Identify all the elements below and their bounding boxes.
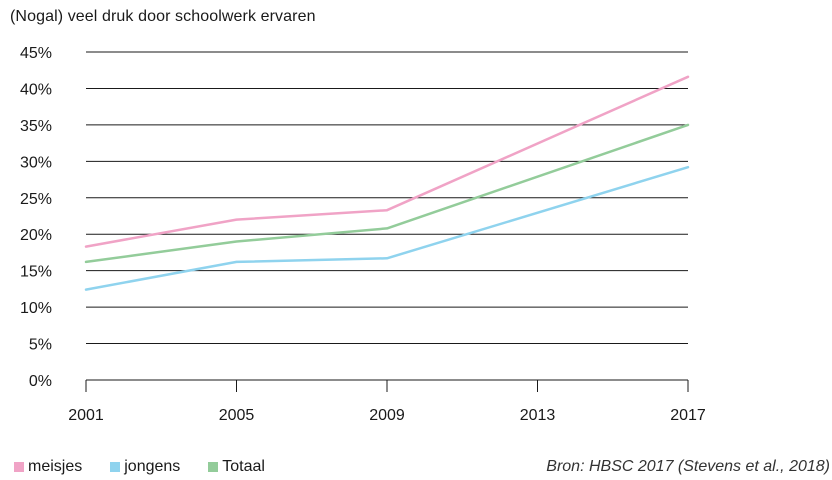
y-tick-label: 15%: [20, 264, 52, 281]
series-lines: [84, 75, 690, 291]
series-line-totaal: [84, 123, 690, 264]
x-tick-label: 2009: [369, 407, 405, 424]
y-axis-tick-labels: 0% 5% 10% 15% 20% 25% 30% 35% 40% 45%: [20, 45, 52, 390]
y-tick-label: 0%: [29, 373, 52, 390]
y-tick-label: 5%: [29, 337, 52, 354]
legend-swatch-meisjes: [14, 462, 24, 472]
gridlines: [86, 51, 688, 345]
legend-label-jongens: jongens: [124, 458, 181, 475]
x-tick-label: 2005: [219, 407, 255, 424]
x-axis: 2001 2005 2009 2013 2017: [68, 379, 706, 424]
y-tick-label: 25%: [20, 191, 52, 208]
source-note: Bron: HBSC 2017 (Stevens et al., 2018): [546, 458, 830, 475]
y-tick-label: 20%: [20, 227, 52, 244]
x-tick-label: 2001: [68, 407, 104, 424]
y-tick-label: 30%: [20, 154, 52, 171]
legend-swatch-jongens: [110, 462, 121, 472]
x-tick-label: 2017: [670, 407, 706, 424]
series-line-jongens: [84, 165, 690, 291]
x-tick-label: 2013: [520, 407, 556, 424]
legend-item-meisjes: meisjes: [14, 458, 82, 476]
legend-label-totaal: Totaal: [222, 458, 265, 475]
y-tick-label: 10%: [20, 300, 52, 317]
line-chart: 0%5%10%15%20%25%30%35%40%45% 2001 2005 200…: [20, 45, 706, 424]
legend-label-meisjes: meisjes: [28, 458, 83, 475]
legend: meisjes jongens Totaal: [14, 458, 265, 476]
legend-swatch-totaal: [208, 462, 219, 472]
y-tick-label: 45%: [20, 45, 52, 62]
chart-title: (Nogal) veel druk door schoolwerk ervare…: [10, 8, 316, 25]
legend-item-totaal: Totaal: [208, 458, 265, 476]
y-tick-label: 40%: [20, 81, 52, 98]
legend-item-jongens: jongens: [110, 458, 180, 476]
series-line-meisjes: [84, 75, 690, 248]
y-tick-label: 35%: [20, 118, 52, 135]
